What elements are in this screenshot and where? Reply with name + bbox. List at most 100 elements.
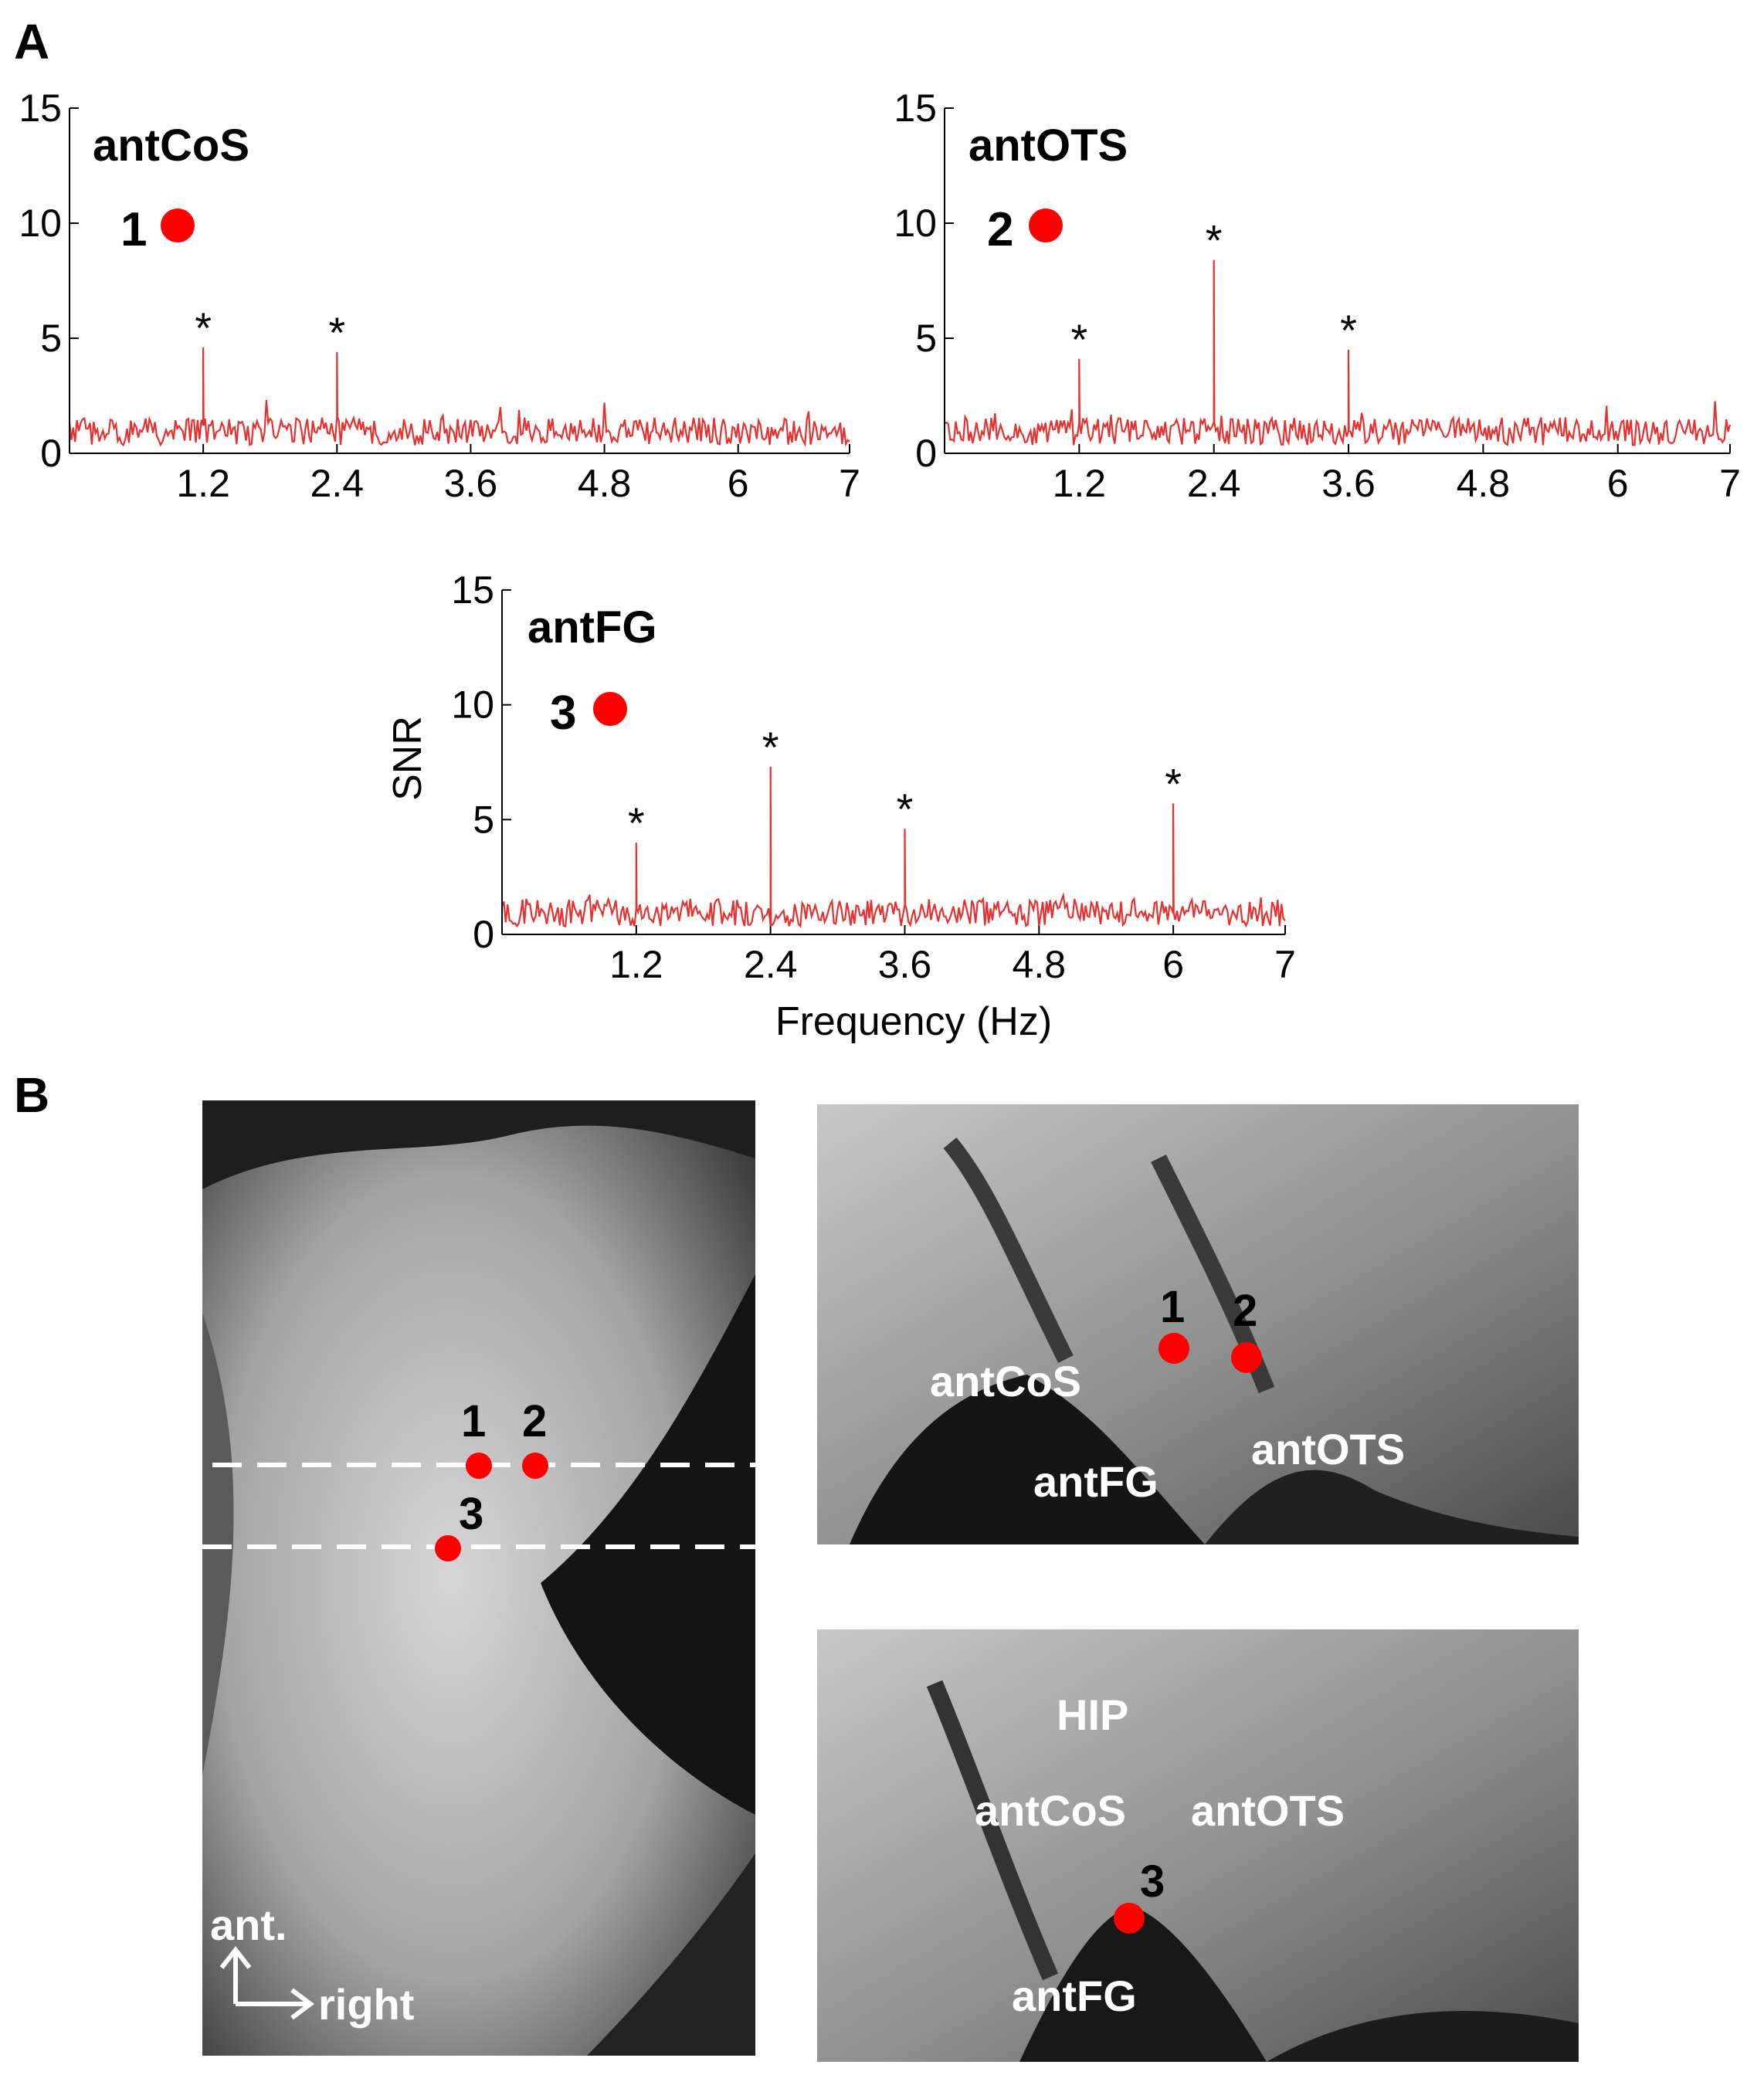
significance-star: * xyxy=(1070,315,1087,364)
significant-peaks: * * xyxy=(195,303,345,357)
x-axis-ticks: 1.2 2.4 3.6 4.8 6 7 xyxy=(1053,444,1741,505)
region-label-hip: HIP xyxy=(1057,1690,1128,1739)
y-tick-label: 10 xyxy=(19,202,62,245)
marker-number: 1 xyxy=(120,203,147,256)
mri-dark-region xyxy=(1267,2011,1579,2062)
x-tick-label: 3.6 xyxy=(878,943,932,986)
mri-dark-region xyxy=(1019,1907,1267,2062)
x-tick-label: 6 xyxy=(1607,462,1629,505)
site-1-marker xyxy=(1158,1333,1189,1364)
mri-dark-region xyxy=(202,1100,755,1189)
significance-star: * xyxy=(762,723,779,771)
significance-star: * xyxy=(1340,306,1357,354)
x-tick-label: 7 xyxy=(1274,943,1296,986)
region-label-antcos: antCoS xyxy=(930,1357,1081,1405)
significant-peaks: * * * xyxy=(1070,216,1356,364)
x-tick-label: 3.6 xyxy=(1321,462,1376,505)
chart-antots: 0 5 10 15 1.2 2.4 3.6 4.8 6 7 * * * antOTS 2 xyxy=(894,86,1741,505)
marker-number: 3 xyxy=(550,687,576,740)
y-tick-label: 15 xyxy=(894,86,937,130)
x-axis-ticks: 1.2 2.4 3.6 4.8 6 7 xyxy=(176,444,860,505)
x-tick-label: 2.4 xyxy=(1187,462,1241,505)
recording-site-marker xyxy=(1029,209,1063,242)
site-3-label: 3 xyxy=(1140,1856,1165,1907)
snr-series-line xyxy=(944,259,1732,446)
site-1-marker xyxy=(466,1453,492,1479)
mri-axial-slice: 1 2 3 ant. right xyxy=(202,1100,755,2056)
y-tick-label: 15 xyxy=(19,86,62,130)
y-tick-label: 10 xyxy=(894,202,937,245)
orientation-arrows-icon xyxy=(219,1946,314,2020)
x-tick-label: 1.2 xyxy=(1053,462,1107,505)
y-tick-label: 0 xyxy=(473,913,494,956)
y-tick-label: 5 xyxy=(915,317,937,360)
site-2-label: 2 xyxy=(1233,1286,1257,1336)
mri-dark-region xyxy=(587,1853,755,2056)
significance-star: * xyxy=(628,798,645,847)
site-3-marker xyxy=(435,1535,461,1561)
x-tick-label: 4.8 xyxy=(578,462,632,505)
panel-label-a: A xyxy=(14,14,49,70)
site-3-label: 3 xyxy=(459,1489,483,1539)
x-tick-label: 4.8 xyxy=(1013,943,1067,986)
site-3-marker xyxy=(1114,1903,1145,1934)
chart-title: antFG xyxy=(528,602,657,653)
panel-label-b: B xyxy=(14,1067,49,1123)
y-axis-label: SNR xyxy=(385,716,430,801)
chart-title: antOTS xyxy=(969,120,1128,171)
x-tick-label: 7 xyxy=(1719,462,1741,505)
x-axis-ticks: 1.2 2.4 3.6 4.8 6 7 xyxy=(609,925,1296,986)
region-label-antfg: antFG xyxy=(1033,1457,1158,1506)
x-tick-label: 2.4 xyxy=(310,462,365,505)
orientation-right-label: right xyxy=(318,1980,414,2029)
site-1-label: 1 xyxy=(461,1396,486,1446)
significant-peaks: * * * * xyxy=(628,723,1182,847)
site-2-marker xyxy=(522,1453,548,1479)
snr-series-line xyxy=(500,766,1286,929)
x-tick-label: 4.8 xyxy=(1457,462,1511,505)
orientation-ant-label: ant. xyxy=(210,1900,287,1949)
y-axis-ticks: 0 5 10 15 xyxy=(894,86,954,475)
region-label-antots: antOTS xyxy=(1251,1425,1405,1473)
mri-dark-region xyxy=(541,1274,755,1815)
significance-star: * xyxy=(195,303,212,352)
y-tick-label: 0 xyxy=(915,432,937,475)
region-label-antfg: antFG xyxy=(1012,1972,1137,2020)
recording-site-marker xyxy=(593,692,627,726)
mri-dark-region xyxy=(1205,1470,1579,1544)
chart-title: antCoS xyxy=(93,120,249,171)
site-2-label: 2 xyxy=(522,1396,547,1446)
snr-series-line xyxy=(68,347,850,447)
y-tick-label: 5 xyxy=(40,317,62,360)
x-tick-label: 2.4 xyxy=(744,943,798,986)
mri-sulcus xyxy=(926,1680,1059,1981)
y-tick-label: 0 xyxy=(40,432,62,475)
y-tick-label: 5 xyxy=(473,798,494,841)
x-tick-label: 6 xyxy=(728,462,749,505)
region-label-antcos: antCoS xyxy=(975,1786,1126,1835)
significance-star: * xyxy=(328,308,345,357)
x-tick-label: 6 xyxy=(1162,943,1184,986)
y-axis-ticks: 0 5 10 15 xyxy=(451,568,511,956)
site-1-label: 1 xyxy=(1160,1282,1185,1332)
significance-star: * xyxy=(1165,760,1182,809)
mri-coronal-bottom-slice: HIP antCoS antOTS 3 antFG xyxy=(817,1629,1579,2062)
x-tick-label: 1.2 xyxy=(609,943,663,986)
y-tick-label: 15 xyxy=(451,568,494,612)
x-tick-label: 3.6 xyxy=(444,462,498,505)
mri-coronal-top-slice: 1 2 antCoS antFG antOTS xyxy=(817,1104,1579,1544)
significance-star: * xyxy=(897,785,914,833)
x-tick-label: 7 xyxy=(839,462,860,505)
region-label-antots: antOTS xyxy=(1191,1786,1345,1835)
mri-dark-region xyxy=(850,1375,1205,1544)
marker-number: 2 xyxy=(987,203,1013,256)
recording-site-marker xyxy=(161,209,195,242)
x-axis-label: Frequency (Hz) xyxy=(775,999,1052,1044)
y-tick-label: 10 xyxy=(451,683,494,727)
y-axis-ticks: 0 5 10 15 xyxy=(19,86,79,475)
significance-star: * xyxy=(1206,216,1223,265)
chart-antfg: 0 5 10 15 1.2 2.4 3.6 4.8 6 7 * * * * antFG 3 SNR F… xyxy=(385,568,1296,1044)
x-tick-label: 1.2 xyxy=(176,462,230,505)
